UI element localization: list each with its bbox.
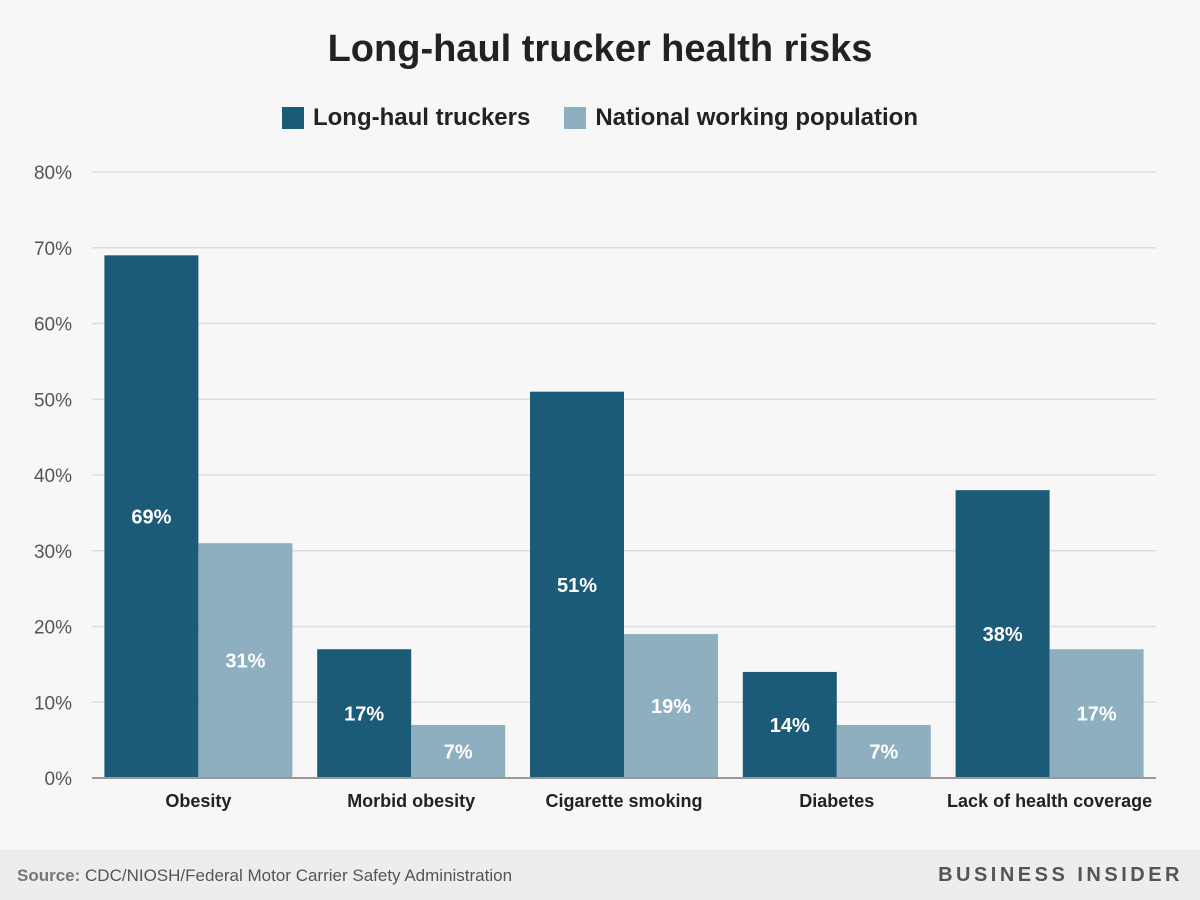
national-bar — [411, 724, 506, 778]
national-bar-label: 17% — [1077, 704, 1117, 726]
y-tick-label: 80% — [34, 163, 72, 184]
long-haul-bar-label: 38% — [983, 624, 1023, 646]
national-bar — [624, 634, 718, 778]
long-haul-bar-label: 69% — [131, 507, 171, 529]
long-haul-bar — [742, 671, 837, 778]
long-haul-bar — [104, 255, 199, 778]
long-haul-bar-label: 17% — [344, 704, 384, 726]
y-tick-label: 40% — [34, 466, 72, 487]
national-bar — [1049, 649, 1144, 778]
x-category-label: Diabetes — [799, 791, 874, 811]
x-category-label: Lack of health coverage — [947, 791, 1152, 811]
y-tick-label: 30% — [34, 542, 72, 563]
national-bar-label: 31% — [225, 651, 265, 673]
source-key: Source: — [17, 866, 81, 885]
bar-chart: 0% 10% 20% 30% 40% 50% 60% 70% 80% 69% 31% Obesity 1… — [34, 163, 1156, 811]
legend-item-national: National working population — [564, 104, 918, 132]
y-tick-label: 50% — [34, 390, 72, 411]
source-text: CDC/NIOSH/Federal Motor Carrier Safety A… — [85, 866, 513, 885]
long-haul-bar — [530, 391, 624, 778]
national-bar-label: 7% — [444, 741, 473, 763]
chart-title: Long-haul trucker health risks — [327, 28, 873, 70]
legend-swatch-national — [564, 107, 587, 129]
long-haul-bar-label: 51% — [557, 575, 597, 597]
long-haul-bar — [317, 649, 412, 778]
x-category-label: Obesity — [165, 791, 231, 811]
national-bar-label: 7% — [869, 741, 898, 763]
legend-label-long-haul: Long-haul truckers — [312, 104, 531, 131]
y-tick-label: 10% — [34, 693, 72, 714]
national-bar-label: 19% — [651, 696, 691, 718]
long-haul-bar-label: 14% — [770, 715, 810, 737]
x-category-label: Morbid obesity — [347, 791, 475, 811]
source-note: Source: CDC/NIOSH/Federal Motor Carrier … — [17, 866, 512, 886]
y-tick-label: 70% — [34, 239, 72, 260]
legend-label-national: National working population — [595, 104, 918, 131]
legend-item-long-haul: Long-haul truckers — [281, 104, 531, 132]
footer: Source: CDC/NIOSH/Federal Motor Carrier … — [0, 850, 1200, 900]
national-bar — [198, 543, 293, 778]
chart-legend: Long-haul truckers National working popu… — [0, 104, 1200, 132]
y-tick-label: 60% — [34, 315, 72, 336]
legend-swatch-long-haul — [281, 107, 304, 129]
long-haul-bar — [955, 490, 1050, 778]
national-bar — [836, 724, 931, 778]
x-category-label: Cigarette smoking — [545, 791, 702, 811]
business-insider-logo: BUSINESS INSIDER — [938, 864, 1183, 886]
y-tick-label: 0% — [45, 769, 73, 790]
y-tick-label: 20% — [34, 618, 72, 639]
